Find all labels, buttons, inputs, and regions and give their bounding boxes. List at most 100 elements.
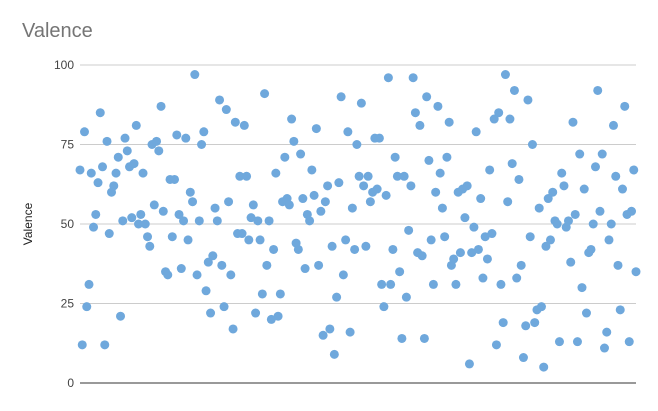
data-point [365, 197, 375, 207]
data-point [253, 216, 263, 226]
data-point [507, 159, 517, 169]
data-point [345, 327, 355, 337]
data-point [593, 85, 603, 95]
data-point [464, 359, 474, 369]
data-point [372, 184, 382, 194]
data-point [228, 324, 238, 334]
data-point [566, 257, 576, 267]
data-point [534, 203, 544, 213]
data-point [586, 244, 596, 254]
data-point [354, 171, 364, 181]
data-point [426, 235, 436, 245]
data-point [296, 149, 306, 159]
data-point [109, 181, 119, 191]
data-point [498, 318, 508, 328]
data-point [336, 92, 346, 102]
data-point [203, 257, 213, 267]
data-point [539, 362, 549, 372]
data-point [192, 270, 202, 280]
data-point [341, 235, 351, 245]
data-point [255, 235, 265, 245]
data-point [543, 194, 553, 204]
data-point [455, 248, 465, 258]
data-point [496, 279, 506, 289]
data-point [280, 152, 290, 162]
data-point [460, 213, 470, 223]
data-point [435, 168, 445, 178]
data-point [329, 349, 339, 359]
data-point [347, 203, 357, 213]
data-point [386, 279, 396, 289]
data-point [289, 136, 299, 146]
y-tick-label: 25 [61, 297, 75, 311]
data-point [548, 187, 558, 197]
y-tick-label: 75 [61, 138, 75, 152]
data-point [332, 292, 342, 302]
data-point [102, 136, 112, 146]
data-point [104, 229, 114, 239]
data-point [383, 73, 393, 83]
data-point [275, 289, 285, 299]
data-point [514, 174, 524, 184]
data-point [185, 187, 195, 197]
data-point [239, 120, 249, 130]
data-point [482, 254, 492, 264]
data-point [134, 219, 144, 229]
data-point [226, 270, 236, 280]
data-point [599, 343, 609, 353]
data-point [242, 171, 252, 181]
data-point [442, 152, 452, 162]
data-point [606, 219, 616, 229]
data-point [615, 305, 625, 315]
data-point [136, 209, 146, 219]
data-point [509, 85, 519, 95]
data-point [271, 168, 281, 178]
data-point [181, 133, 191, 143]
data-point [568, 117, 578, 127]
data-point [401, 292, 411, 302]
data-point [581, 308, 591, 318]
data-point [631, 267, 641, 277]
data-point [158, 206, 168, 216]
data-point [467, 248, 477, 258]
data-point [145, 241, 155, 251]
data-point [563, 216, 573, 226]
data-point [311, 124, 321, 134]
data-point [570, 209, 580, 219]
data-point [131, 120, 141, 130]
data-point [127, 213, 137, 223]
data-point [480, 232, 490, 242]
y-axis-ticks: 0 25 50 75 100 [54, 58, 74, 390]
data-point [111, 168, 121, 178]
data-point [318, 330, 328, 340]
data-point [611, 171, 621, 181]
data-point [525, 232, 535, 242]
data-point [206, 308, 216, 318]
data-point [395, 267, 405, 277]
data-point [84, 279, 94, 289]
data-point [604, 235, 614, 245]
data-point [93, 178, 103, 188]
data-point [113, 152, 123, 162]
data-point [552, 219, 562, 229]
data-point [595, 206, 605, 216]
data-point [503, 197, 513, 207]
data-point [305, 216, 315, 226]
data-point [246, 213, 256, 223]
data-point [325, 324, 335, 334]
data-point [530, 318, 540, 328]
data-point [617, 184, 627, 194]
data-point [176, 264, 186, 274]
data-point [559, 181, 569, 191]
data-point [86, 168, 96, 178]
data-point [473, 244, 483, 254]
y-tick-label: 50 [61, 217, 75, 231]
data-point [323, 181, 333, 191]
data-point [219, 302, 229, 312]
data-point [307, 165, 317, 175]
data-point [449, 254, 459, 264]
data-point [122, 146, 132, 156]
data-point [476, 194, 486, 204]
data-point [75, 165, 85, 175]
data-point [237, 229, 247, 239]
